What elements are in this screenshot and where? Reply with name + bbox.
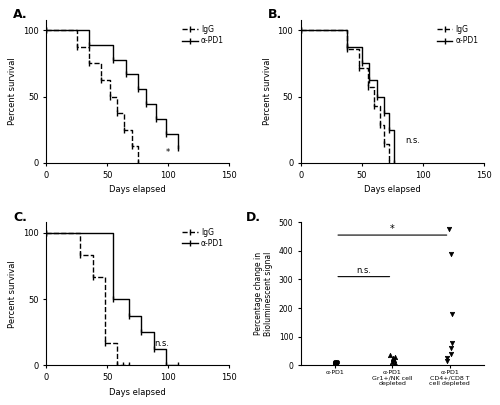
Point bbox=[447, 250, 455, 257]
Text: B.: B. bbox=[268, 8, 282, 21]
Point bbox=[386, 352, 394, 359]
Text: n.s.: n.s. bbox=[406, 136, 420, 145]
Point bbox=[332, 360, 340, 367]
Point bbox=[389, 355, 397, 362]
Point bbox=[391, 354, 399, 361]
Point bbox=[334, 358, 342, 365]
Point bbox=[331, 360, 339, 366]
Text: n.s.: n.s. bbox=[356, 266, 372, 275]
Point bbox=[447, 345, 455, 352]
Legend: IgG, α-PD1: IgG, α-PD1 bbox=[181, 23, 226, 47]
Point bbox=[388, 356, 396, 362]
X-axis label: Days elapsed: Days elapsed bbox=[110, 185, 166, 194]
Point bbox=[443, 355, 451, 362]
Point bbox=[388, 359, 396, 365]
Y-axis label: Percent survival: Percent survival bbox=[8, 58, 18, 125]
Point bbox=[332, 360, 340, 367]
Point bbox=[391, 360, 399, 367]
Legend: IgG, α-PD1: IgG, α-PD1 bbox=[436, 23, 480, 47]
X-axis label: Days elapsed: Days elapsed bbox=[110, 388, 166, 396]
Text: A.: A. bbox=[14, 8, 28, 21]
Point bbox=[332, 361, 340, 367]
Text: *: * bbox=[390, 224, 394, 234]
Point bbox=[332, 359, 340, 366]
Point bbox=[448, 311, 456, 317]
Y-axis label: Percent survival: Percent survival bbox=[8, 260, 18, 328]
Point bbox=[448, 339, 456, 346]
Point bbox=[443, 358, 451, 364]
Point bbox=[448, 351, 456, 357]
Text: D.: D. bbox=[246, 211, 261, 224]
X-axis label: Days elapsed: Days elapsed bbox=[364, 185, 420, 194]
Legend: IgG, α-PD1: IgG, α-PD1 bbox=[181, 226, 226, 249]
Y-axis label: Percentage change in
Bioluminescent signal: Percentage change in Bioluminescent sign… bbox=[254, 252, 273, 336]
Point bbox=[331, 359, 339, 366]
Text: *: * bbox=[166, 148, 170, 157]
Point bbox=[390, 357, 398, 364]
Y-axis label: Percent survival: Percent survival bbox=[263, 58, 272, 125]
Point bbox=[332, 360, 340, 367]
Point bbox=[446, 226, 454, 232]
Text: n.s.: n.s. bbox=[154, 339, 170, 347]
Text: C.: C. bbox=[14, 211, 27, 224]
